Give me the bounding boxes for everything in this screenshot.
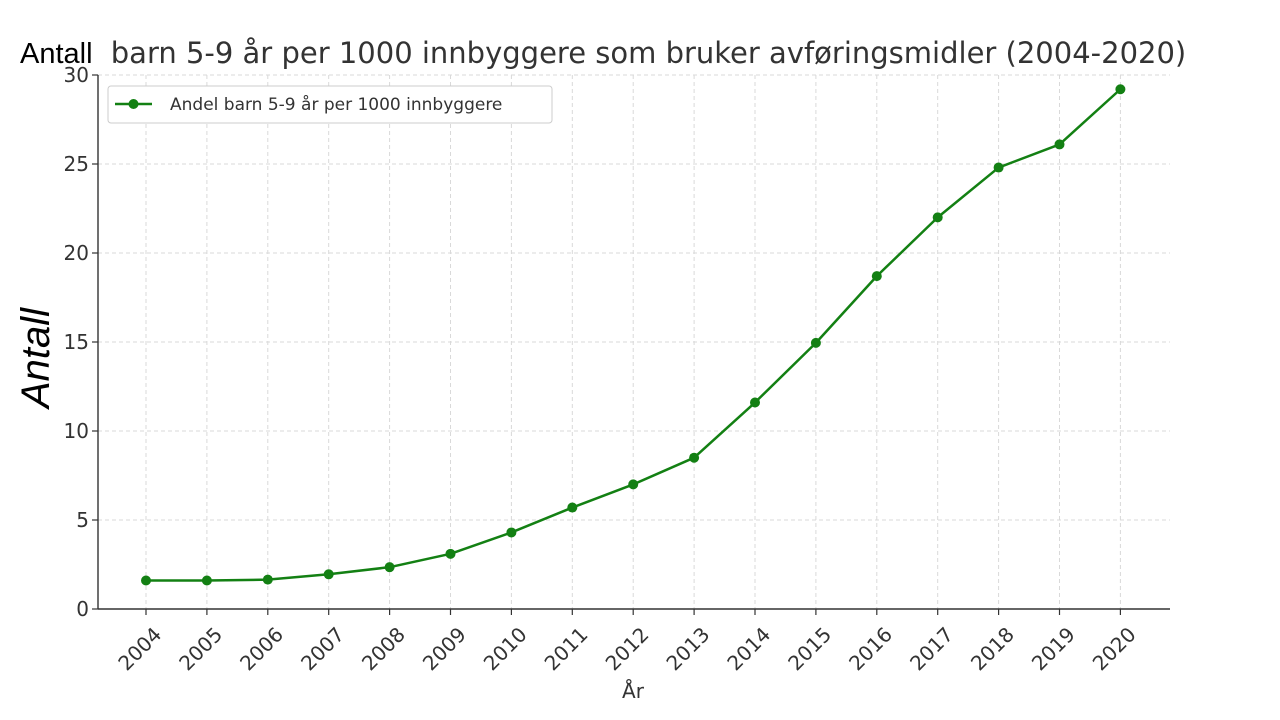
data-point <box>993 162 1004 173</box>
y-tick-label: 5 <box>76 508 89 532</box>
data-point <box>689 452 700 463</box>
chart-title-first-word: Antall <box>20 38 93 70</box>
x-axis-label: År <box>622 679 645 703</box>
data-point <box>871 271 882 282</box>
data-point <box>445 548 456 559</box>
chart-title: Antall barn 5-9 år per 1000 innbyggere s… <box>20 36 1186 70</box>
y-tick-label: 10 <box>64 419 89 443</box>
data-point <box>932 212 943 223</box>
y-tick-label: 25 <box>64 152 89 176</box>
data-point <box>201 575 212 586</box>
y-axis-label: Antall <box>14 307 58 410</box>
data-point <box>567 502 578 513</box>
data-point <box>384 562 395 573</box>
data-point <box>1054 139 1065 150</box>
chart-title-rest: barn 5-9 år per 1000 innbyggere som bruk… <box>111 36 1186 70</box>
data-point <box>810 337 821 348</box>
y-tick-label: 15 <box>64 330 89 354</box>
data-point <box>628 479 639 490</box>
data-point <box>141 575 151 586</box>
y-tick-label: 30 <box>64 63 89 87</box>
data-point <box>1115 84 1126 95</box>
data-point <box>323 569 334 580</box>
grid <box>98 74 1170 610</box>
y-tick-label: 20 <box>64 241 89 265</box>
legend-entry-label: Andel barn 5-9 år per 1000 innbyggere <box>170 94 502 115</box>
data-point <box>750 397 760 408</box>
y-axis-ticks: 0 5 10 15 20 25 30 <box>64 63 98 621</box>
data-point <box>262 574 273 585</box>
legend-point-marker <box>128 99 139 109</box>
y-tick-label: 0 <box>76 597 89 621</box>
legend: Andel barn 5-9 år per 1000 innbyggere <box>107 85 553 124</box>
series <box>141 84 1126 586</box>
data-point <box>506 527 517 538</box>
legend-box <box>107 85 553 124</box>
